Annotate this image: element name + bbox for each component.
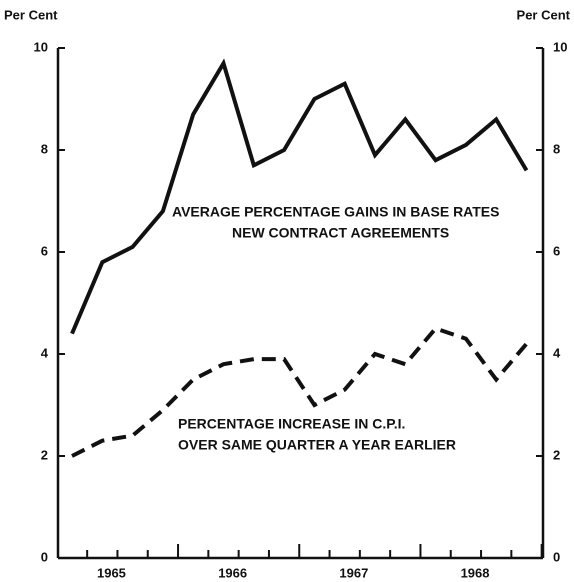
data-line: [71, 326, 529, 458]
y-tick-label: 6: [41, 243, 48, 258]
data-line: [70, 58, 529, 335]
x-year-label: 1967: [339, 565, 368, 580]
y-tick-label: 0: [41, 549, 48, 564]
x-year-label: 1966: [218, 565, 247, 580]
y2-tick-label: 0: [553, 549, 560, 564]
annotation: NEW CONTRACT AGREEMENTS: [232, 225, 449, 241]
x-year-label: 1965: [97, 565, 126, 580]
y2-tick-label: 10: [553, 39, 567, 54]
y-axis-label: Per Cent: [4, 7, 58, 22]
y-tick-label: 2: [41, 447, 48, 462]
annotation: PERCENTAGE INCREASE IN C.P.I.: [178, 416, 405, 432]
y-tick-label: 4: [41, 345, 49, 360]
y2-tick-label: 2: [553, 447, 560, 462]
y-tick-label: 8: [41, 141, 48, 156]
y2-axis-label: Per Cent: [517, 7, 571, 22]
y2-tick-label: 8: [553, 141, 560, 156]
y2-tick-label: 4: [553, 345, 561, 360]
x-year-label: 1968: [461, 565, 490, 580]
y-tick-label: 10: [34, 39, 48, 54]
y2-tick-label: 6: [553, 243, 560, 258]
annotation: OVER SAME QUARTER A YEAR EARLIER: [178, 437, 456, 453]
annotation: AVERAGE PERCENTAGE GAINS IN BASE RATES: [172, 204, 499, 220]
